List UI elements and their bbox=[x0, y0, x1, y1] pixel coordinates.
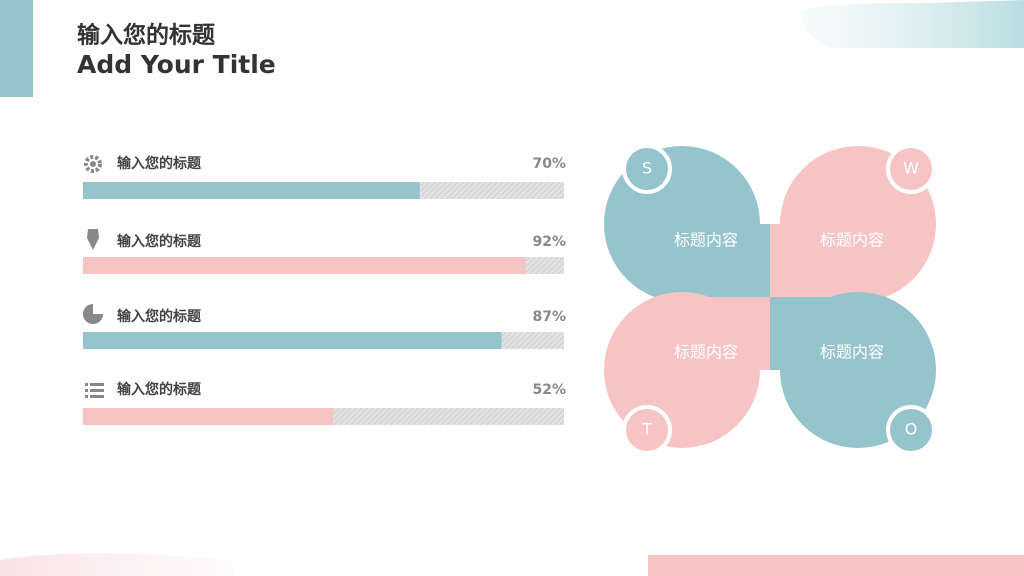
letter-badge bbox=[622, 405, 672, 455]
decoration bbox=[800, 0, 1024, 48]
bar bbox=[83, 182, 420, 199]
letter: W bbox=[903, 159, 919, 178]
bar-label: 输入您的标题 bbox=[117, 155, 202, 172]
petal-text: 标题内容 bbox=[674, 343, 738, 362]
decoration bbox=[648, 555, 1024, 576]
petal-corner bbox=[770, 224, 858, 297]
decoration bbox=[0, 553, 236, 576]
bar-label: 输入您的标题 bbox=[117, 308, 202, 325]
accent-bar bbox=[0, 0, 33, 97]
value-label: 92% bbox=[532, 234, 566, 250]
letter: T bbox=[641, 420, 652, 439]
letter: S bbox=[642, 159, 652, 178]
bar bbox=[83, 257, 526, 274]
value-label: 70% bbox=[532, 156, 566, 172]
letter-badge bbox=[622, 144, 672, 194]
subtitle: Add Your Title bbox=[77, 50, 276, 79]
petal-text: 标题内容 bbox=[820, 231, 884, 250]
bar bbox=[83, 332, 502, 349]
bar-label: 输入您的标题 bbox=[117, 381, 202, 398]
value-label: 52% bbox=[532, 382, 566, 398]
bar bbox=[83, 408, 334, 425]
letter: O bbox=[905, 420, 918, 439]
petal-text: 标题内容 bbox=[674, 231, 738, 250]
bar-label: 输入您的标题 bbox=[117, 233, 202, 250]
title: 输入您的标题 bbox=[77, 22, 215, 49]
swot-diagram: 标题内容 S 标题内容 W 标题内容 T 标题内容 O bbox=[604, 144, 936, 455]
petal-corner bbox=[682, 297, 770, 370]
value-label: 87% bbox=[532, 309, 566, 325]
icons bbox=[83, 155, 105, 398]
letter-badge bbox=[886, 405, 936, 455]
petal-corner bbox=[770, 297, 858, 370]
letter-badge bbox=[886, 144, 936, 194]
petal-corner bbox=[682, 224, 770, 297]
petal-text: 标题内容 bbox=[820, 343, 884, 362]
